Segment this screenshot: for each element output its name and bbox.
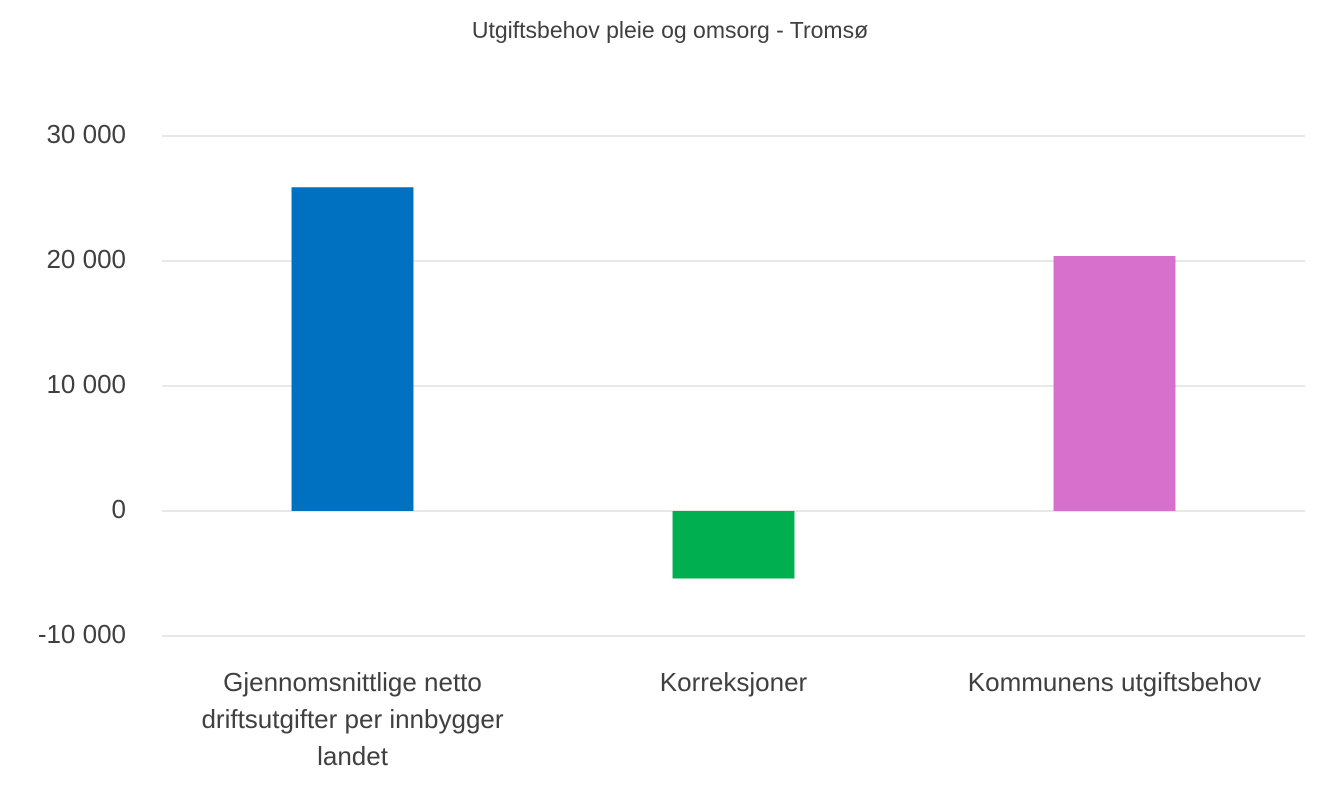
bar bbox=[672, 511, 795, 579]
chart-title: Utgiftsbehov pleie og omsorg - Tromsø bbox=[472, 17, 868, 43]
y-tick-label: 0 bbox=[112, 494, 126, 524]
y-tick-label: 10 000 bbox=[46, 369, 126, 399]
x-tick-label: Gjennomsnittlige netto driftsutgifter pe… bbox=[201, 667, 504, 771]
bar bbox=[291, 187, 414, 511]
y-tick-label: 20 000 bbox=[46, 244, 126, 274]
x-tick-label: Kommunens utgiftsbehov bbox=[967, 667, 1262, 697]
y-tick-label: 30 000 bbox=[46, 119, 126, 149]
y-tick-label: -10 000 bbox=[38, 619, 126, 649]
x-tick-label: Korreksjoner bbox=[659, 667, 808, 697]
bar bbox=[1053, 256, 1176, 511]
